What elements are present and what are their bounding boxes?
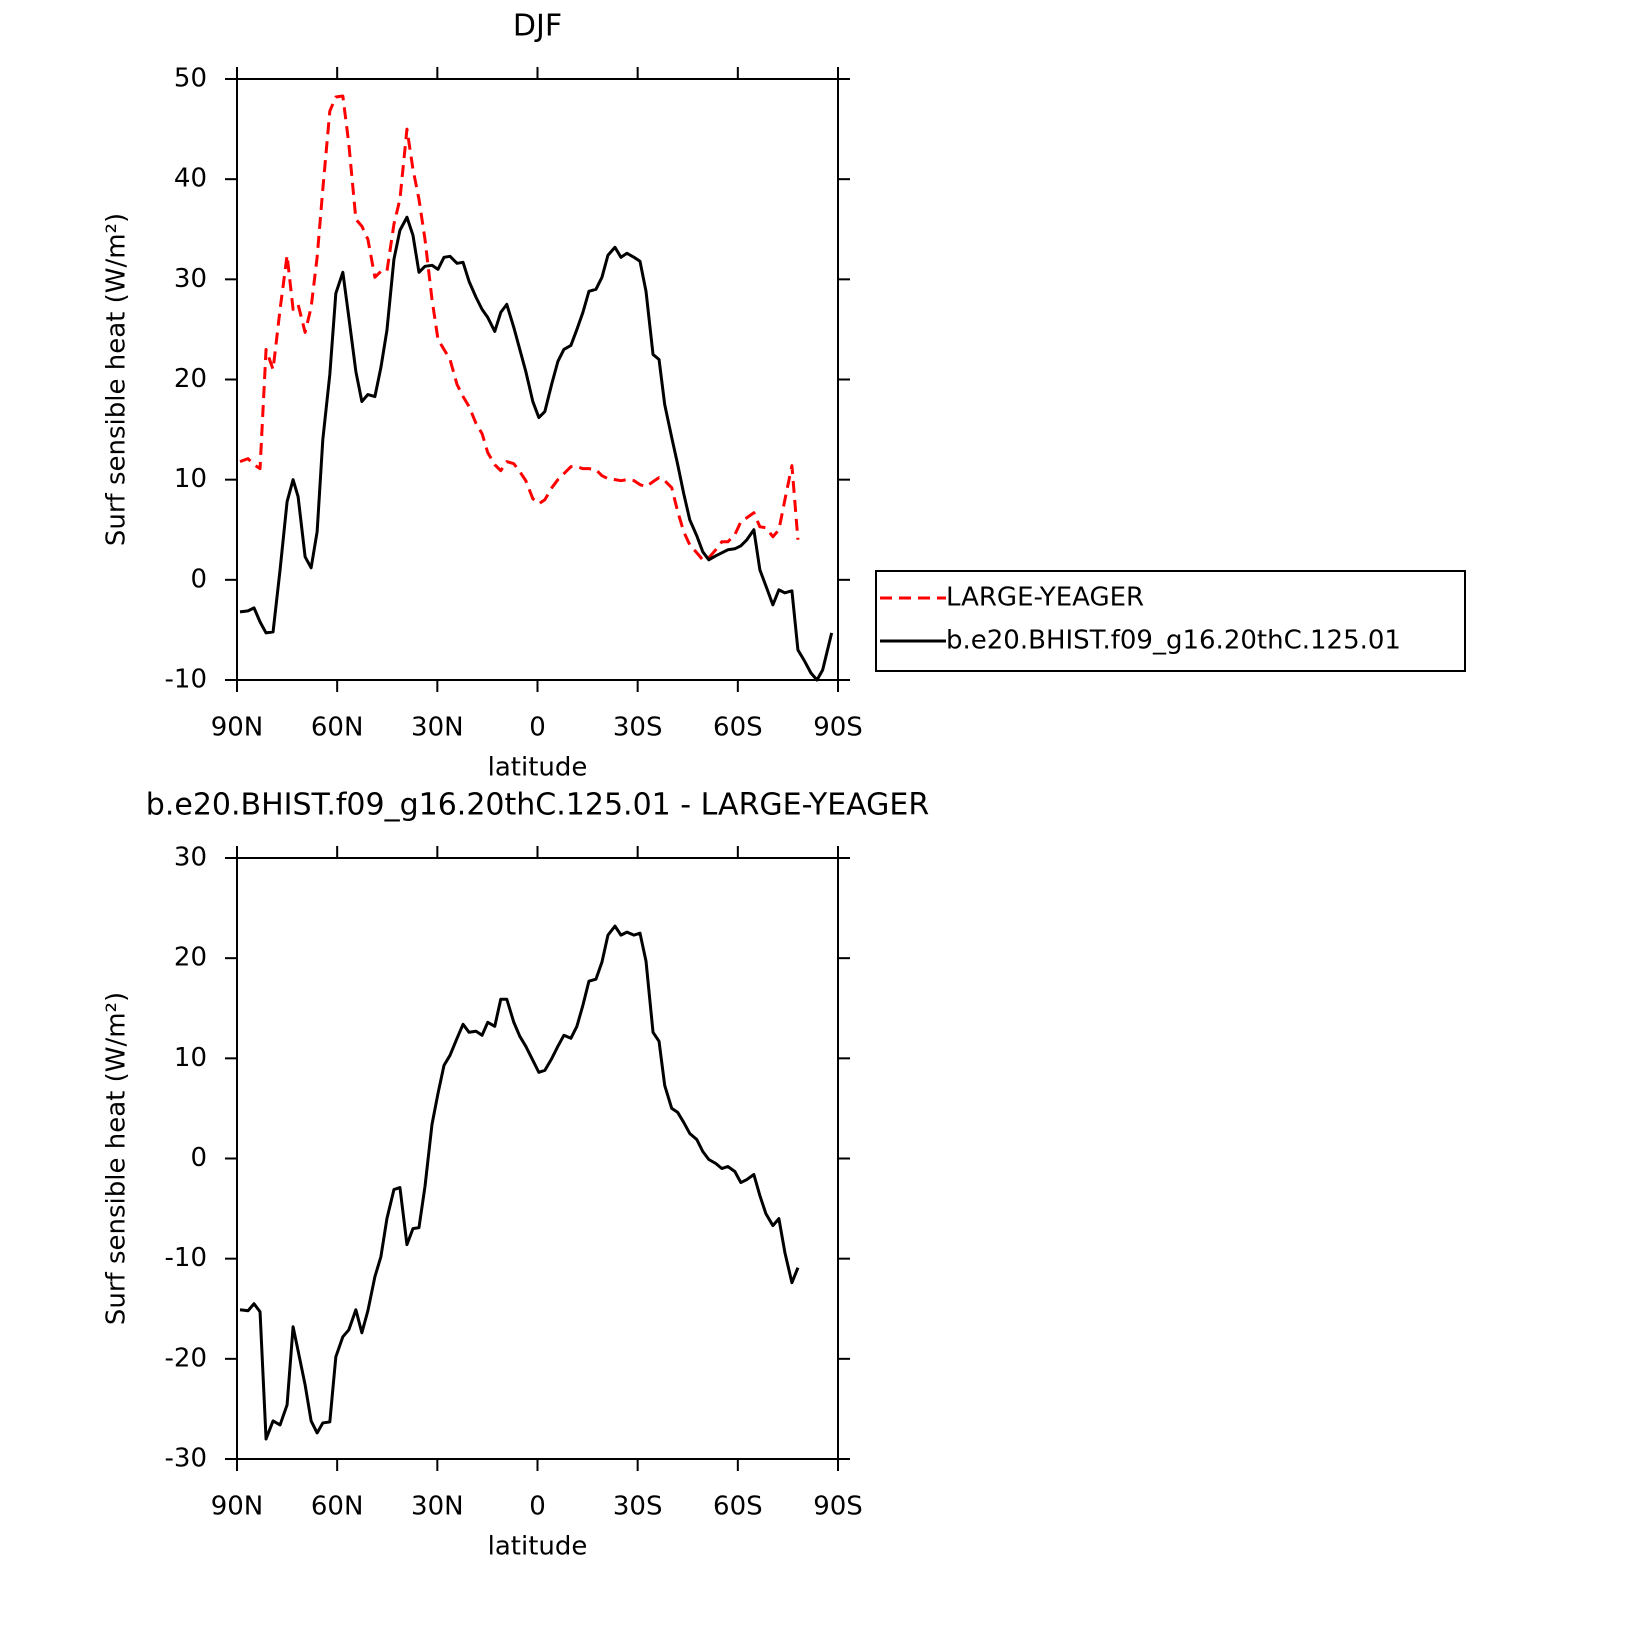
x-axis-label: latitude [488,1532,588,1562]
plot-frame [236,78,839,681]
x-tick-label: 30N [411,1492,464,1522]
legend-label: LARGE-YEAGER [946,583,1144,613]
x-tick-label: 90S [813,1492,863,1522]
x-tick-label: 90N [211,713,264,743]
x-tick-label: 30S [613,1492,663,1522]
x-tick-label: 60N [311,713,364,743]
x-tick-label: 30S [613,713,663,743]
y-axis-label: Surf sensible heat (W/m²) [102,213,132,546]
x-tick-label: 0 [529,1492,546,1522]
x-tick-label: 90N [211,1492,264,1522]
y-tick-label: -30 [165,1444,207,1474]
y-tick-label: 30 [174,264,207,294]
y-tick-label: 20 [174,364,207,394]
x-tick-label: 0 [529,713,546,743]
data-line [239,94,800,562]
y-tick-label: 50 [174,64,207,94]
data-line [239,215,834,682]
chart-title: b.e20.BHIST.f09_g16.20thC.125.01 - LARGE… [146,788,929,823]
y-tick-label: -10 [165,1243,207,1273]
y-tick-label: -10 [165,665,207,695]
x-tick-label: 90S [813,713,863,743]
x-tick-label: 60S [713,713,763,743]
y-tick-label: 10 [174,464,207,494]
y-tick-label: 20 [174,943,207,973]
y-tick-label: 10 [174,1043,207,1073]
y-tick-label: 0 [190,1143,207,1173]
legend-box [875,570,1466,672]
y-tick-label: 30 [174,843,207,873]
x-tick-label: 60N [311,1492,364,1522]
chart-title: DJF [513,9,562,44]
legend-label: b.e20.BHIST.f09_g16.20thC.125.01 [946,626,1401,656]
data-line [239,924,800,1441]
y-axis-label: Surf sensible heat (W/m²) [102,992,132,1325]
y-tick-label: 40 [174,164,207,194]
plot-frame [236,857,839,1460]
x-tick-label: 60S [713,1492,763,1522]
y-tick-label: -20 [165,1343,207,1373]
x-axis-label: latitude [488,753,588,783]
y-tick-label: 0 [190,564,207,594]
x-tick-label: 30N [411,713,464,743]
